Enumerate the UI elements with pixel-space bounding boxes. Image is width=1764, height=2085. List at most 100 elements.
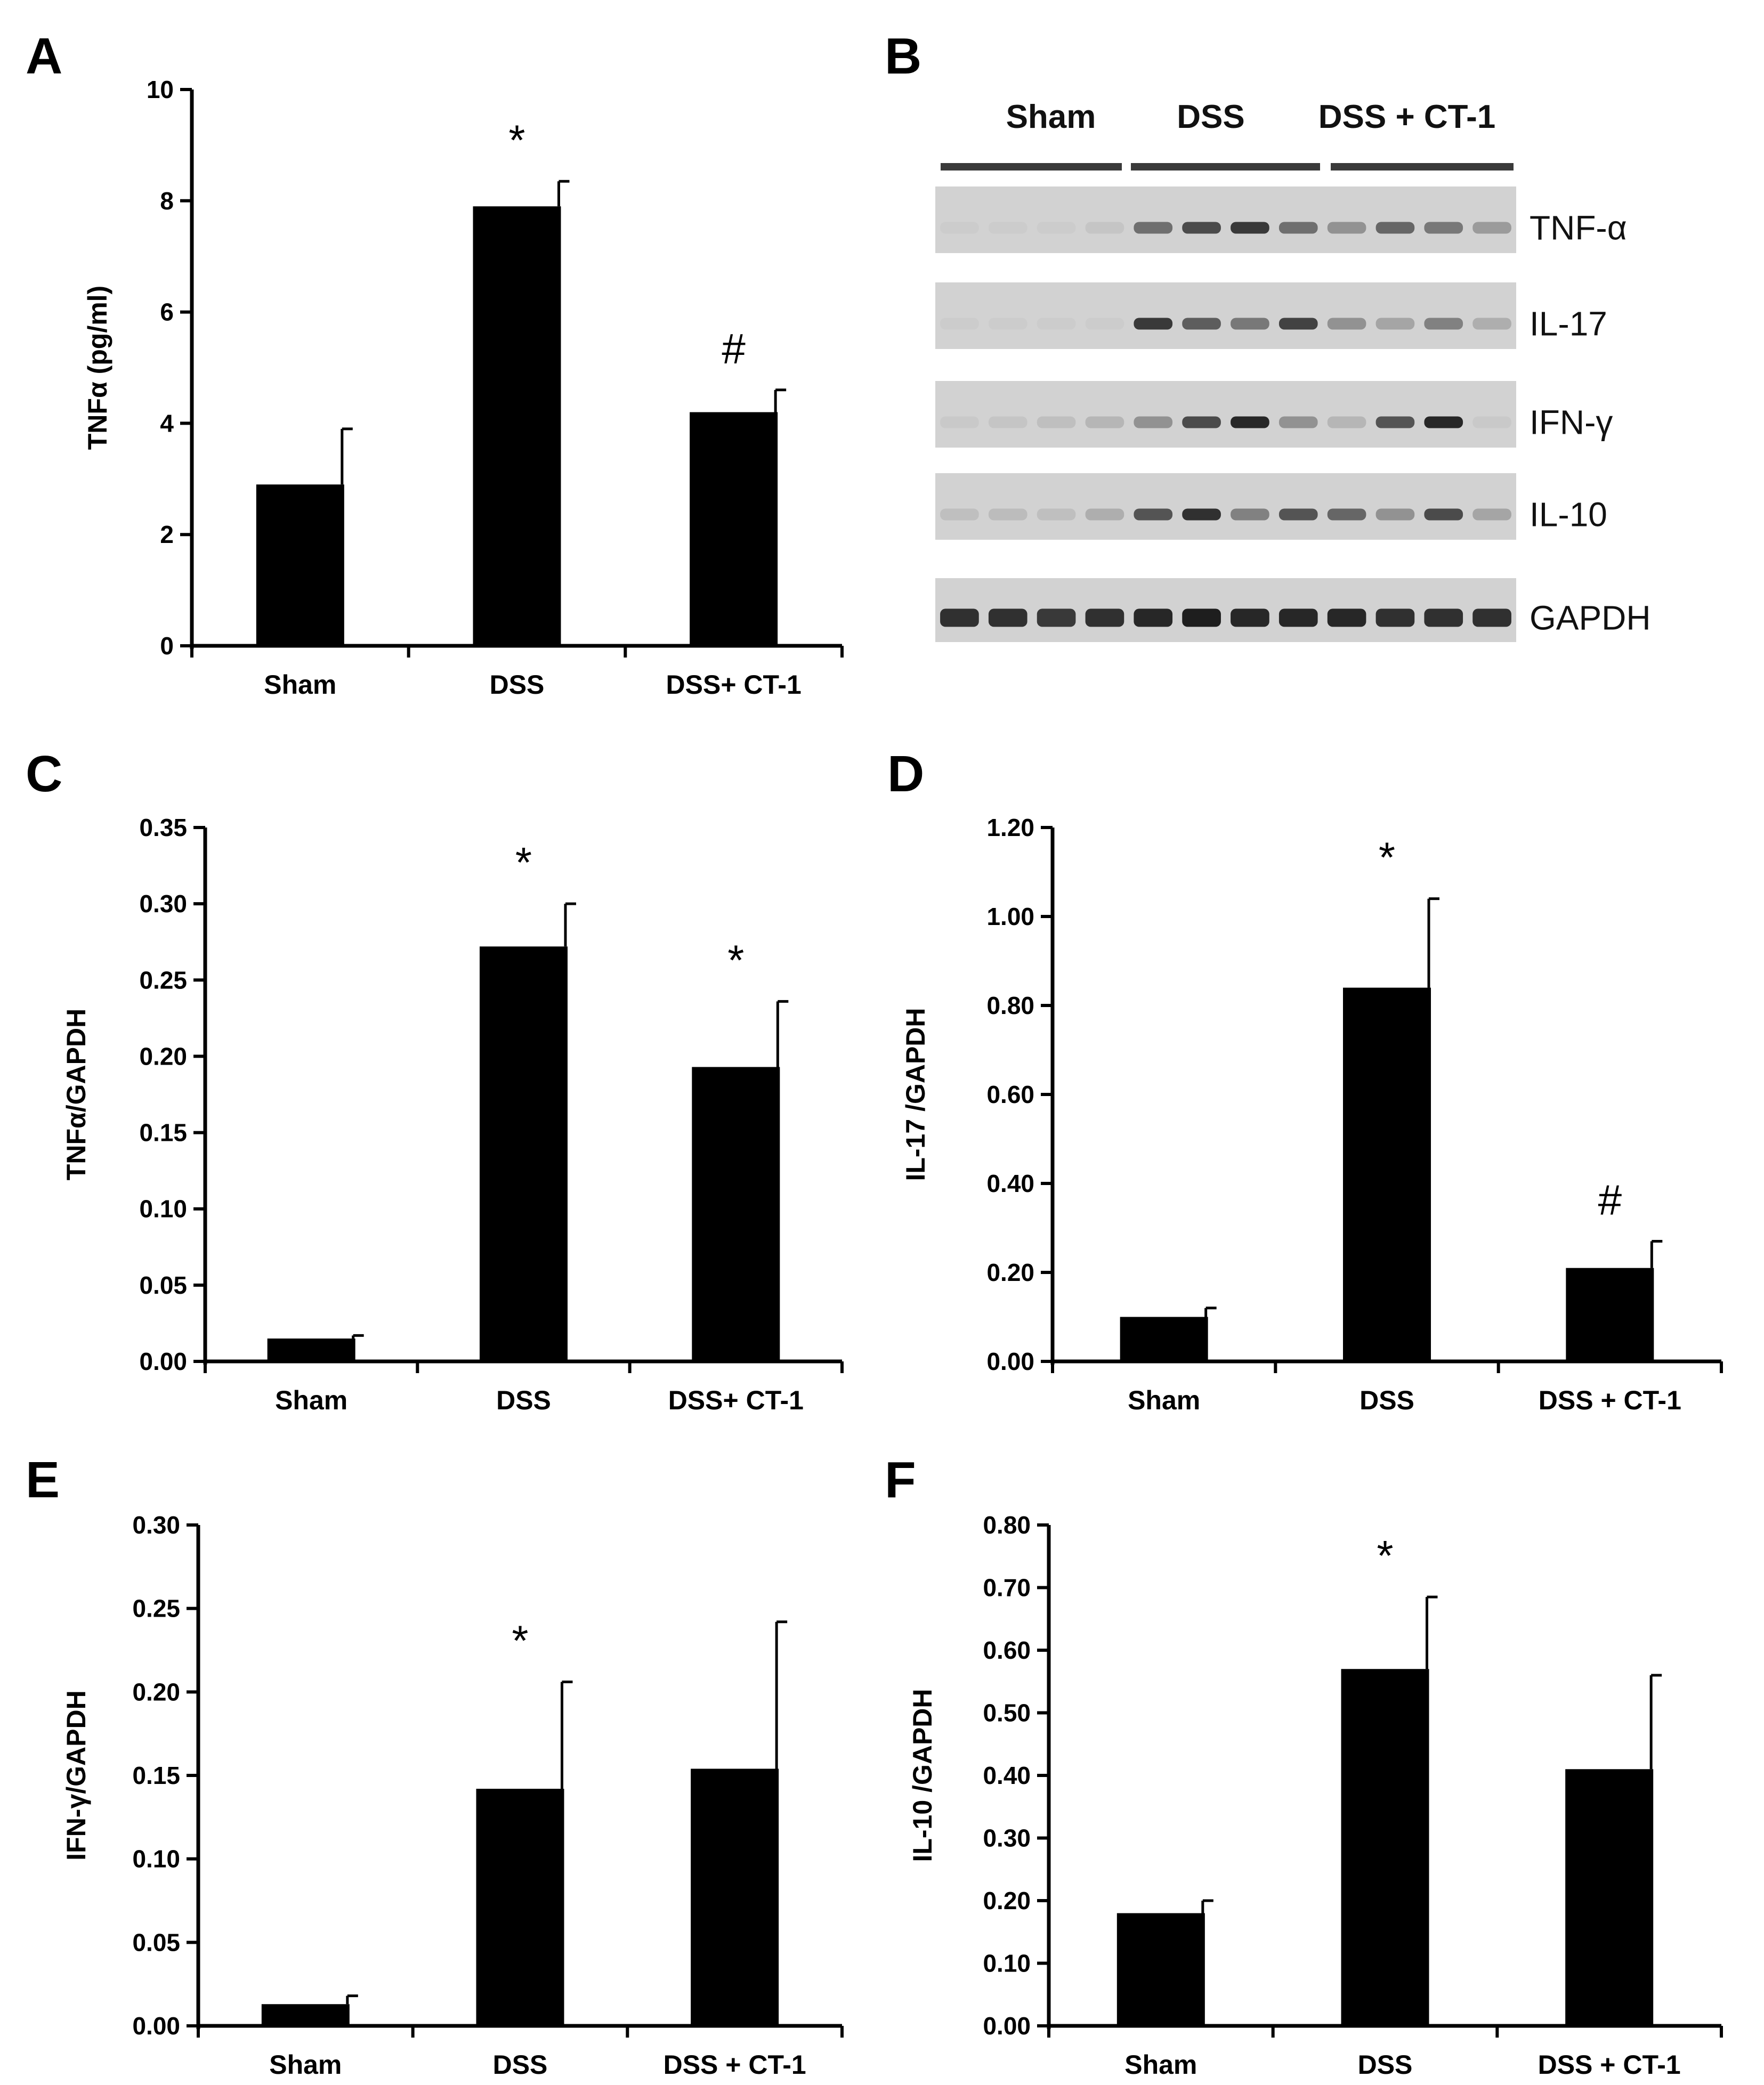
chart-a-tnf-elisa: 0 2 4 6 8 10 Sham * DSS # DSS+ CT-1 TNFα (pg/ml): [83, 76, 844, 700]
blot-band: [1182, 318, 1221, 330]
chart-a-category-label: DSS+ CT-1: [666, 670, 802, 700]
chart-d-ytick-label: 0.40: [986, 1170, 1034, 1197]
blot-band: [940, 318, 979, 330]
blot-band: [1472, 318, 1511, 330]
chart-c-ytick-label: 0.15: [139, 1119, 187, 1147]
chart-f-il10-gapdh: 0.00 0.10 0.20 0.30 0.40 0.50 0.60 0.70 0.80 Sham…: [908, 1511, 1723, 2080]
chart-f-ytick-label: 0.70: [983, 1574, 1031, 1602]
chart-c-bar: [480, 946, 568, 1361]
chart-f-category-label: DSS: [1358, 2050, 1413, 2080]
chart-f-ytick-label: 0.30: [983, 1824, 1031, 1852]
panel-letter-c: C: [26, 745, 62, 802]
chart-f-ytick-label: 0.80: [983, 1511, 1031, 1539]
blot-band: [1327, 318, 1366, 330]
blot-band: [1327, 222, 1366, 234]
chart-c-ytick-label: 0.35: [139, 814, 187, 841]
chart-d-ytick-label: 1.00: [986, 903, 1034, 930]
blot-band: [940, 416, 979, 428]
blot-strip: [935, 186, 1516, 253]
blot-strip: [935, 578, 1516, 642]
chart-a-bar: [690, 412, 778, 646]
chart-e-ytick-label: 0.00: [132, 2012, 180, 2040]
chart-f-significance-mark: *: [1377, 1532, 1393, 1579]
chart-e-significance-mark: *: [512, 1617, 528, 1665]
blot-header-dss: DSS: [1177, 99, 1244, 135]
chart-e-ytick-label: 0.20: [132, 1678, 180, 1706]
chart-d-y-axis-title: IL-17 /GAPDH: [901, 1008, 930, 1181]
chart-c-category-label: Sham: [275, 1385, 347, 1415]
blot-band: [1279, 318, 1318, 330]
chart-a-significance-mark: *: [508, 116, 525, 164]
blot-band: [1279, 508, 1318, 521]
blot-band: [1375, 222, 1415, 234]
chart-d-bar: [1120, 1317, 1208, 1361]
blot-panel-b: Sham DSS DSS + CT-1 TNF-α IL-17 IFN-γ IL-10…: [935, 99, 1651, 642]
blot-band: [1182, 508, 1221, 521]
chart-d-category-label: DSS + CT-1: [1539, 1385, 1681, 1415]
blot-band: [1134, 416, 1173, 428]
chart-d-ytick-label: 0.60: [986, 1081, 1034, 1108]
chart-d-category-label: DSS: [1360, 1385, 1414, 1415]
panel-letter-f: F: [885, 1451, 916, 1508]
chart-f-y-axis-title: IL-10 /GAPDH: [908, 1689, 937, 1862]
chart-d-significance-mark: *: [1379, 834, 1395, 881]
blot-group-bar-sham: [941, 163, 1122, 171]
chart-e-ytick-label: 0.25: [132, 1595, 180, 1622]
chart-c-bar: [692, 1067, 780, 1361]
chart-a-y-axis-title: TNFα (pg/ml): [83, 286, 112, 450]
chart-c-ytick-label: 0.30: [139, 890, 187, 918]
blot-row-label: GAPDH: [1530, 598, 1651, 637]
chart-f-bar: [1341, 1669, 1429, 2026]
chart-f-ytick-label: 0.60: [983, 1636, 1031, 1664]
chart-e-bar: [691, 1768, 779, 2026]
blot-row-label: TNF-α: [1530, 209, 1627, 247]
blot-strip: [935, 381, 1516, 448]
blot-band: [1182, 222, 1221, 234]
chart-e-ytick-label: 0.15: [132, 1762, 180, 1789]
chart-f-category-label: DSS + CT-1: [1538, 2050, 1681, 2080]
blot-header-sham: Sham: [1006, 99, 1096, 135]
chart-a-significance-mark: #: [722, 325, 746, 372]
chart-e-ifng-gapdh: 0.00 0.05 0.10 0.15 0.20 0.25 0.30 Sham * DSS DSS …: [61, 1511, 844, 2080]
chart-e-bar: [476, 1789, 564, 2026]
chart-f-ytick-label: 0.00: [983, 2012, 1031, 2040]
chart-a-ytick-label: 0: [160, 632, 174, 660]
blot-band: [940, 222, 979, 234]
chart-d-ytick-label: 0.20: [986, 1259, 1034, 1286]
blot-band: [1037, 609, 1076, 627]
blot-strip: [935, 282, 1516, 349]
blot-band: [988, 508, 1027, 521]
panel-letter-b: B: [885, 28, 921, 85]
blot-header-dss-ct1: DSS + CT-1: [1318, 99, 1496, 135]
blot-band: [1134, 318, 1173, 330]
chart-d-bar: [1566, 1268, 1654, 1361]
blot-band: [1424, 416, 1463, 428]
blot-row-label: IL-10: [1530, 496, 1607, 534]
blot-band: [989, 222, 1027, 234]
blot-group-bar-dss: [1131, 163, 1320, 171]
chart-f-bar: [1116, 1913, 1205, 2026]
blot-strip: [935, 473, 1516, 540]
chart-e-category-label: DSS + CT-1: [663, 2050, 806, 2080]
blot-band: [1279, 609, 1318, 627]
chart-e-ytick-label: 0.05: [132, 1928, 180, 1956]
blot-band: [1327, 508, 1366, 521]
blot-band: [1375, 609, 1415, 627]
blot-band: [1134, 609, 1173, 627]
blot-group-bar-dss-ct1: [1331, 163, 1514, 171]
blot-band: [1085, 508, 1124, 521]
chart-d-ytick-label: 1.20: [986, 814, 1034, 841]
chart-e-ytick-label: 0.30: [132, 1511, 180, 1539]
chart-c-ytick-label: 0.25: [139, 966, 187, 994]
blot-band: [1231, 508, 1269, 521]
blot-band: [1037, 222, 1076, 234]
chart-f-ytick-label: 0.10: [983, 1950, 1031, 1977]
blot-band: [1327, 416, 1366, 428]
blot-band: [1182, 609, 1221, 627]
chart-c-bar: [267, 1338, 355, 1361]
chart-c-ytick-label: 0.20: [139, 1042, 187, 1070]
chart-c-significance-mark: *: [515, 839, 532, 886]
blot-band: [1231, 318, 1269, 330]
blot-band: [1037, 508, 1076, 521]
chart-c-category-label: DSS: [496, 1385, 551, 1415]
